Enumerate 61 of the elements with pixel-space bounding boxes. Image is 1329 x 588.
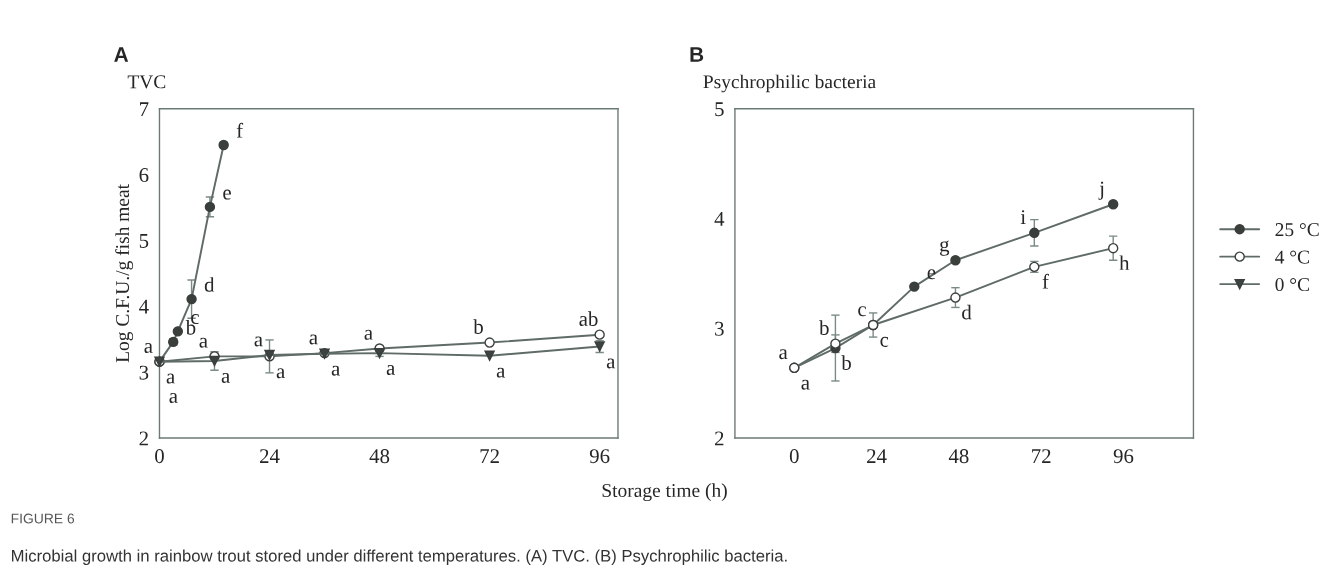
annotation: ab	[579, 311, 598, 326]
caption: FIGURE 6	[11, 513, 75, 524]
chart-title: B	[690, 47, 704, 62]
annotation: c	[858, 306, 867, 317]
y-tick-label: 3	[715, 321, 724, 336]
annotation: a	[221, 372, 230, 383]
annotation: g	[940, 240, 950, 256]
annotation: f	[236, 122, 244, 138]
annotation: h	[1119, 255, 1130, 270]
y-tick-label: 2	[715, 431, 724, 446]
x-tick-label: 48	[369, 449, 390, 464]
x-tick-label: 0	[155, 449, 164, 464]
annotation: f	[1042, 273, 1049, 289]
chart-subtitle: TVC	[127, 75, 166, 89]
text: Microbial growth in rainbow trout stored under different temperatures. (A) TVC. (B) Psychrophilic bacteria.	[12, 549, 787, 565]
annotation: a	[606, 358, 616, 369]
annotation: b	[819, 320, 829, 335]
x-tick-label: 24	[260, 449, 280, 463]
annotation: a	[309, 334, 318, 345]
annotation: a	[331, 365, 340, 376]
annotation: c	[880, 336, 889, 347]
x-tick-label: 72	[480, 449, 499, 463]
annotation: a	[169, 393, 178, 403]
x-tick-label: 96	[589, 449, 610, 464]
x-axis-title: Storage time (h)	[602, 483, 727, 502]
annotation: a	[166, 373, 175, 384]
annotation: a	[386, 365, 396, 375]
chart-title: A	[114, 47, 129, 62]
y-tick-label: 2	[139, 431, 148, 446]
y-axis-title: Log C.F.U./g fish meat	[115, 184, 134, 363]
annotation: b	[841, 355, 851, 370]
annotation: j	[1098, 181, 1104, 200]
y-tick-label: 7	[140, 102, 149, 117]
x-tick-label: 96	[1113, 449, 1134, 464]
annotation: a	[779, 349, 788, 360]
y-tick-label: 5	[715, 102, 724, 117]
legend-label: 25 °C	[1275, 223, 1319, 237]
annotation: a	[144, 343, 153, 353]
y-tick-label: 6	[139, 168, 149, 183]
annotation: e	[223, 189, 231, 200]
y-tick-label: 4	[139, 299, 149, 314]
chart-subtitle: Psychrophilic bacteria	[703, 74, 876, 93]
annotation: a	[199, 337, 208, 348]
annotation: d	[962, 304, 972, 320]
x-tick-label: 0	[789, 449, 799, 464]
legend-label: 4 °C	[1275, 250, 1309, 264]
legend-label: 0 °C	[1275, 278, 1309, 292]
annotation: a	[364, 329, 373, 340]
annotation: d	[204, 277, 215, 292]
y-tick-label: 3	[139, 365, 149, 380]
y-tick-label: 5	[139, 234, 149, 248]
annotation: a	[276, 368, 285, 379]
annotation: i	[1020, 210, 1026, 224]
y-tick-label: 4	[714, 212, 725, 226]
x-tick-label: 48	[948, 449, 969, 464]
annotation: b	[473, 319, 483, 334]
annotation: a	[254, 336, 263, 347]
annotation: a	[496, 367, 506, 378]
annotation: a	[801, 379, 810, 390]
x-tick-label: 24	[867, 449, 887, 463]
x-tick-label: 72	[1032, 449, 1051, 463]
